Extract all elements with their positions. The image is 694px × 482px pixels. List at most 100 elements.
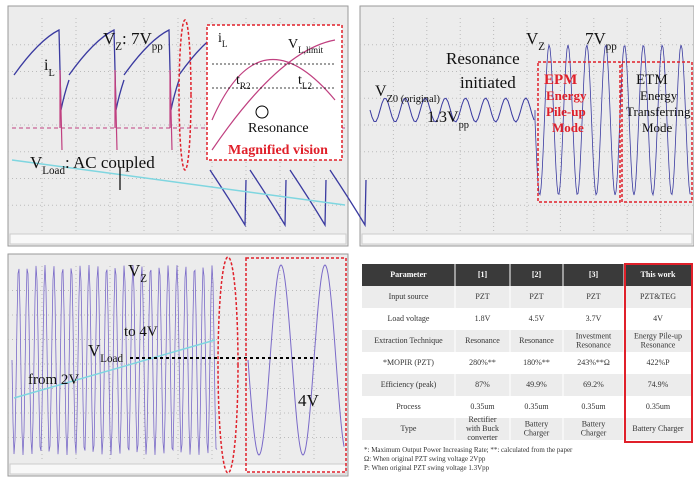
- text-part: 1.3V: [427, 109, 459, 126]
- text-part: Energy: [640, 88, 678, 103]
- subscript: Load: [42, 165, 65, 177]
- annotation: initiated: [460, 73, 516, 92]
- subscript: Load: [100, 353, 123, 365]
- table-cell: 0.35um: [524, 402, 549, 411]
- text-part: : AC coupled: [65, 153, 155, 172]
- text-part: Magnified vision: [228, 143, 328, 158]
- annotation: from 2V: [28, 372, 79, 388]
- annotation: Transferring: [626, 104, 691, 119]
- table-cell: 4.5V: [529, 314, 545, 323]
- table-cell: 3.7V: [586, 314, 602, 323]
- footnote: *: Maximum Output Power Increasing Rate;…: [364, 446, 573, 454]
- text-part: Energy: [546, 88, 587, 103]
- annotation: Resonance: [446, 49, 520, 68]
- table-cell: 0.35um: [646, 402, 671, 411]
- status-bar: [10, 234, 346, 244]
- table-cell: 280%**: [469, 358, 496, 367]
- subscript: L2: [302, 81, 313, 91]
- subscript: pp: [606, 41, 618, 53]
- annotation: ETM: [636, 72, 668, 88]
- text-part: V: [103, 29, 116, 48]
- annotation: Energy: [640, 88, 678, 103]
- annotation: Mode: [552, 120, 584, 135]
- text-part: V: [526, 29, 539, 48]
- table-cell: 422%P: [646, 358, 670, 367]
- table-cell: 87%: [475, 380, 490, 389]
- text-part: Resonance: [248, 121, 309, 136]
- table-cell: Efficiency (peak): [381, 380, 437, 389]
- status-bar: [362, 234, 692, 244]
- text-part: EPM: [544, 72, 577, 88]
- table-cell: Input source: [389, 292, 429, 301]
- figure: iLVZ: 7VppVLoad: AC couplediLVL,limittR2…: [0, 0, 694, 482]
- table-cell: PZT: [529, 292, 543, 301]
- subscript: pp: [459, 120, 469, 131]
- text-part: Resonance: [446, 49, 520, 68]
- annotation: Resonance: [248, 121, 309, 136]
- text-part: 7V: [585, 29, 607, 48]
- table-cell: PZT: [475, 292, 489, 301]
- table-cell: Resonance: [519, 336, 554, 345]
- text-part: V: [288, 37, 298, 52]
- table-cell: This work: [641, 270, 676, 279]
- text-part: 4V: [298, 391, 320, 410]
- annotation: to 4V: [124, 324, 158, 340]
- table-cell: PZT&TEG: [640, 292, 676, 301]
- table-cell: PZT: [586, 292, 600, 301]
- status-bar: [10, 464, 346, 474]
- table-cell: 69.2%: [583, 380, 604, 389]
- table-cell: Type: [401, 424, 417, 433]
- table-cell: Process: [396, 402, 420, 411]
- table-cell: 0.35um: [470, 402, 495, 411]
- text-part: V: [128, 261, 141, 280]
- table-cell: 74.9%: [648, 380, 669, 389]
- table-cell: 180%**: [523, 358, 550, 367]
- table-cell: Load voltage: [388, 314, 430, 323]
- text-part: Mode: [552, 120, 584, 135]
- table-cell: 243%**Ω: [577, 358, 610, 367]
- subscript: L: [222, 39, 228, 49]
- text-part: initiated: [460, 73, 516, 92]
- table-cell: [3]: [589, 270, 599, 279]
- text-part: Pile-up: [546, 104, 586, 119]
- text-part: Transferring: [626, 104, 691, 119]
- subscript: L,limit: [298, 45, 323, 55]
- subscript: R2: [240, 81, 251, 91]
- annotation: 4V: [298, 391, 320, 410]
- text-part: V: [30, 153, 43, 172]
- table-cell: 49.9%: [526, 380, 547, 389]
- text-part: : 7V: [122, 29, 152, 48]
- table-cell: 4V: [653, 314, 663, 323]
- table-cell: 0.35um: [581, 402, 606, 411]
- annotation: Energy: [546, 88, 587, 103]
- table-cell: [2]: [532, 270, 542, 279]
- footnote: P: When original PZT swing voltage 1.3Vp…: [364, 464, 490, 472]
- subscript: Z: [538, 41, 545, 53]
- text-part: ETM: [636, 72, 668, 88]
- table-cell: *MOPIR (PZT): [383, 358, 434, 367]
- text-part: V: [88, 341, 101, 360]
- table-cell: Resonance: [465, 336, 500, 345]
- subscript: pp: [152, 41, 164, 53]
- annotation: Mode: [642, 120, 673, 135]
- text-part: from 2V: [28, 372, 79, 388]
- table-cell: Parameter: [390, 270, 427, 279]
- table-cell: BatteryCharger: [581, 419, 607, 437]
- annotation: Pile-up: [546, 104, 586, 119]
- table-cell: 1.8V: [475, 314, 491, 323]
- text-part: Mode: [642, 120, 673, 135]
- subscript: Z0 (original): [387, 94, 440, 105]
- footnote: Ω: When original PZT swing voltage 2Vpp: [364, 455, 486, 463]
- table-cell: Battery Charger: [632, 424, 684, 433]
- text-part: to 4V: [124, 324, 158, 340]
- table-cell: [1]: [478, 270, 488, 279]
- subscript: L: [48, 68, 54, 79]
- subscript: Z: [140, 273, 147, 285]
- annotation: EPM: [544, 72, 577, 88]
- text-part: V: [375, 83, 387, 100]
- annotation: Magnified vision: [228, 143, 328, 158]
